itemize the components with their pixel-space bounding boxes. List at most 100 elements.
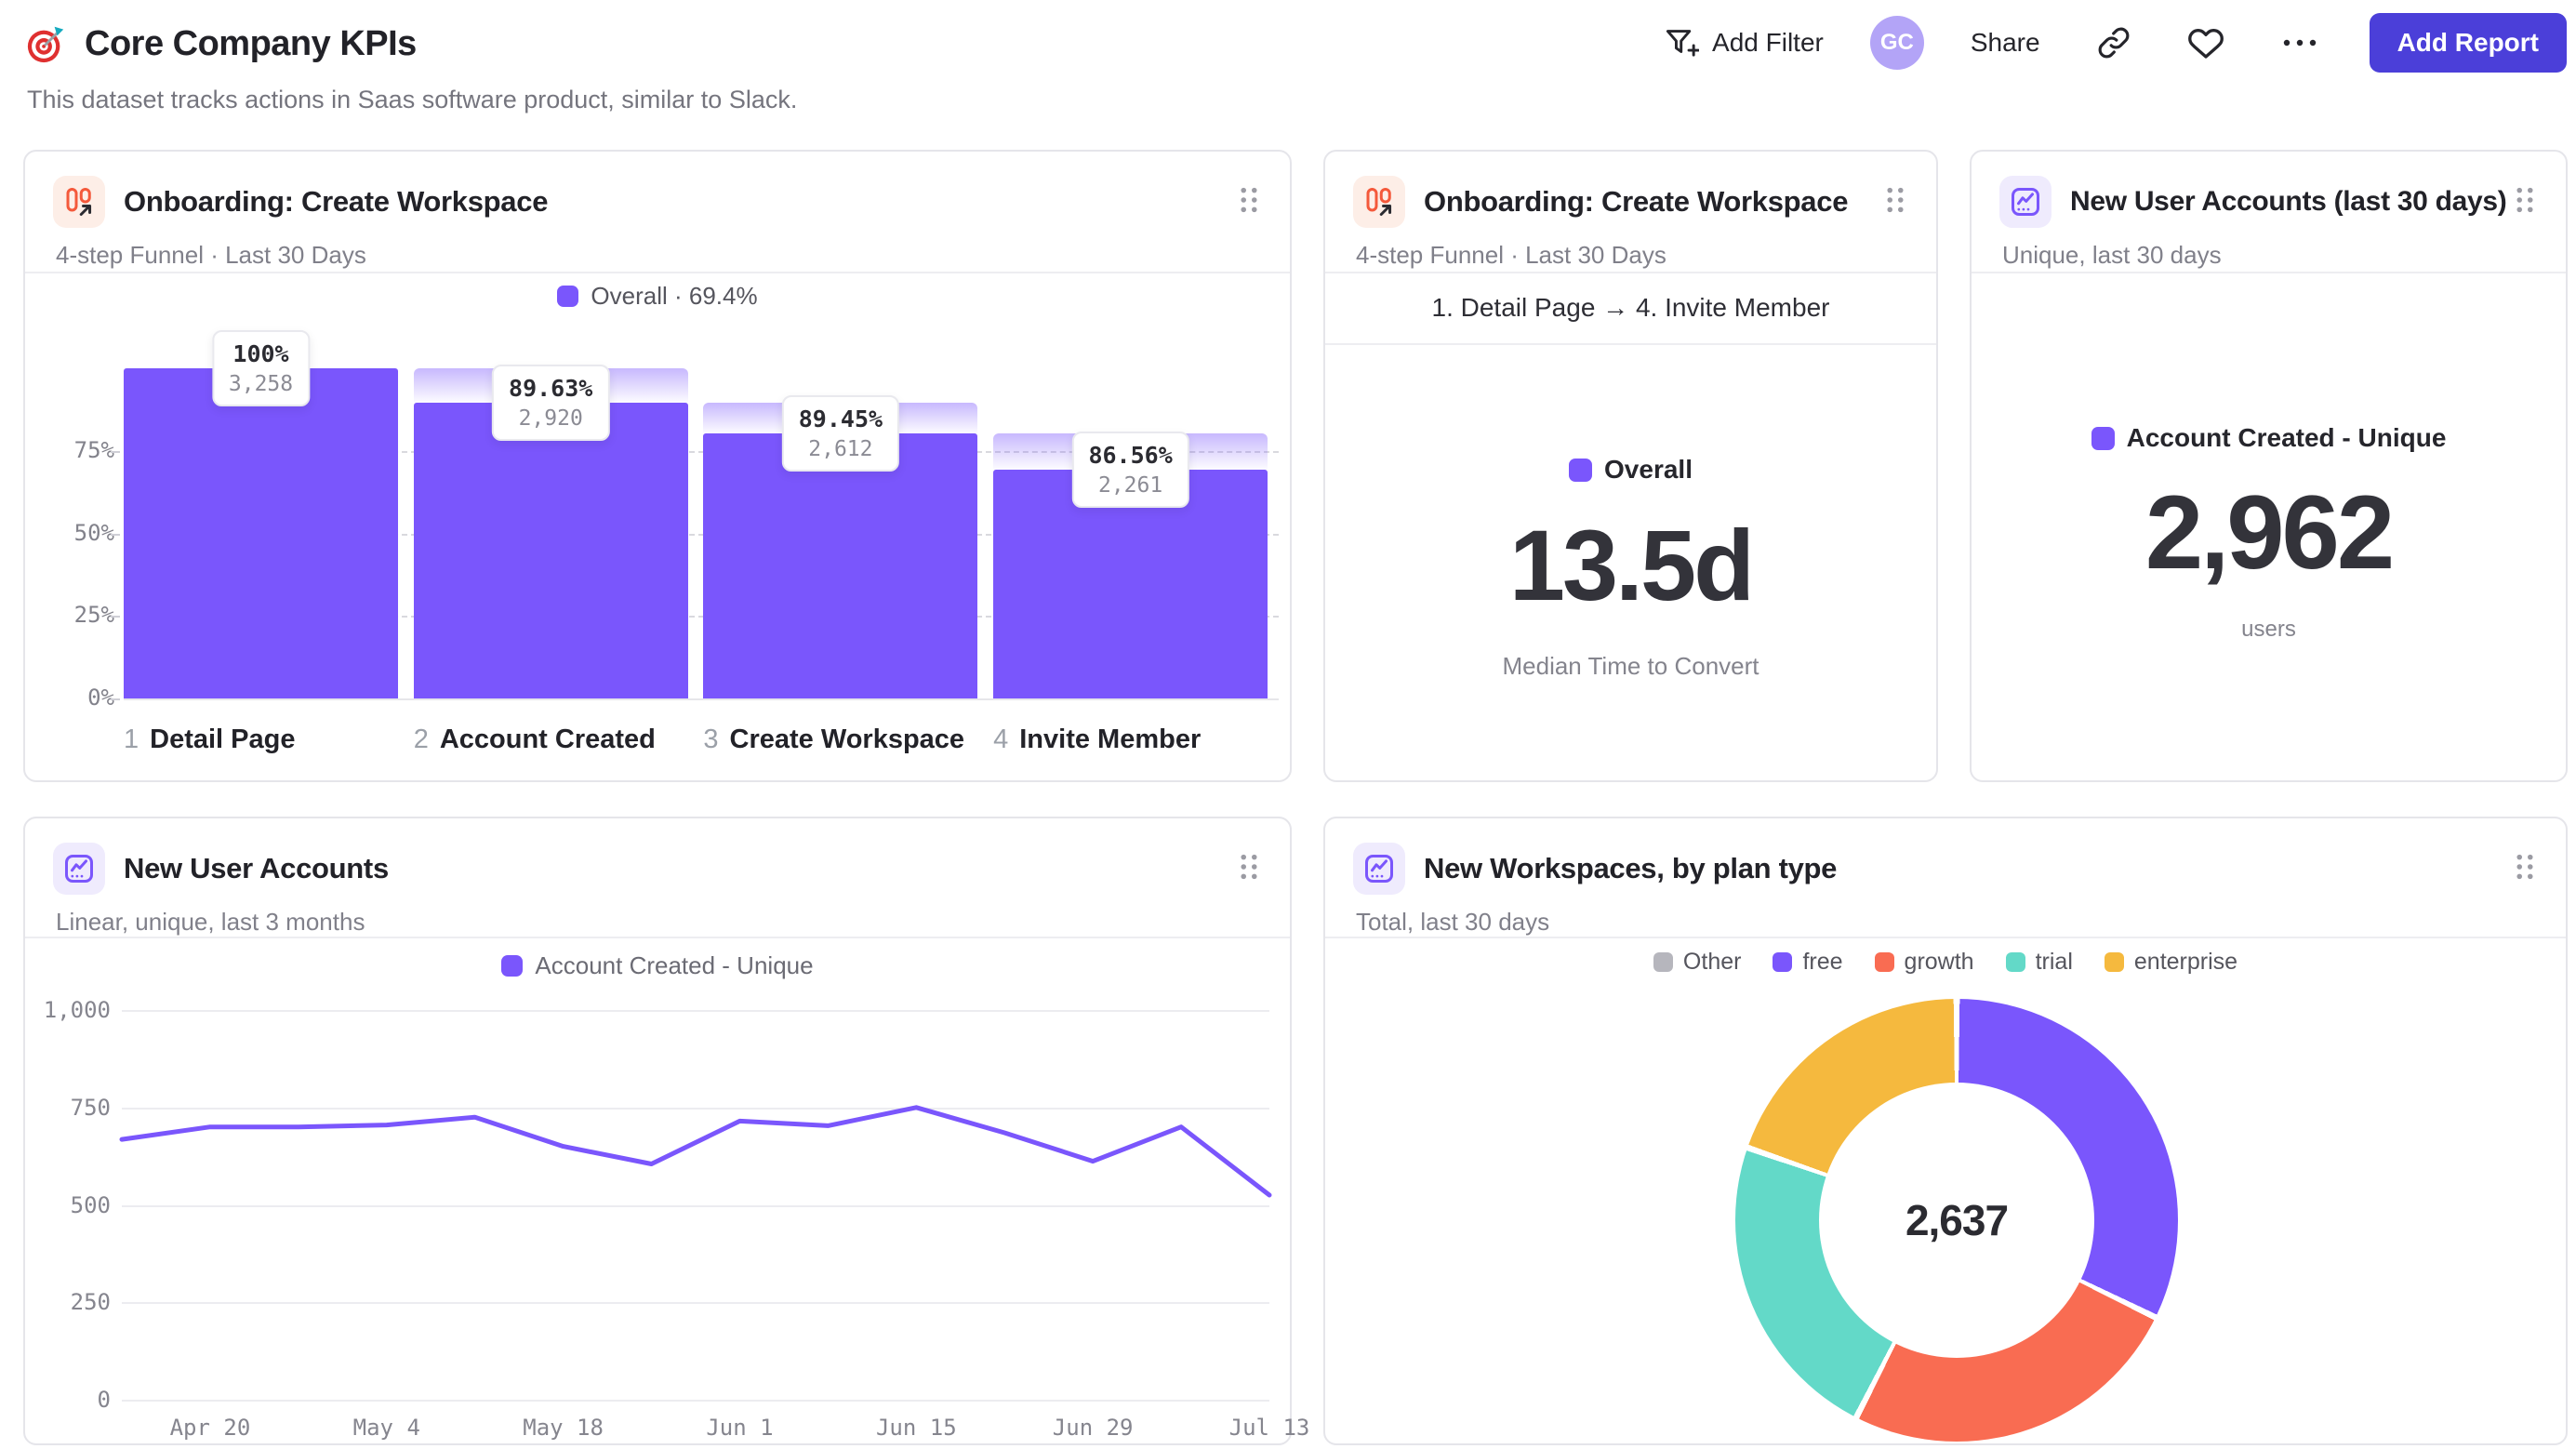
card-accounts-trend: New User Accounts Linear, unique, last 3… xyxy=(23,817,1310,1445)
card-title: New Workspaces, by plan type xyxy=(1424,852,1838,884)
trend-x-tick-label: Jun 29 xyxy=(1052,1415,1134,1441)
funnel-step-conversion: 86.56% xyxy=(1088,441,1173,469)
trend-gridline xyxy=(122,1204,1269,1207)
card-workspaces-by-plan: New Workspaces, by plan type Total, last… xyxy=(1323,817,2568,1445)
line-chart: 1,000 750 500 250 0 Apr 20 May 4 May 18 Jun 1 Jun… xyxy=(25,818,1310,1443)
funnel-baseline xyxy=(124,698,1279,700)
add-filter-button[interactable]: Add Filter xyxy=(1654,18,1833,68)
funnel-step-label[interactable]: 1 Detail Page xyxy=(124,724,295,755)
funnel-step-name: Create Workspace xyxy=(729,724,965,754)
card-subtitle: Unique, last 30 days xyxy=(2002,241,2222,269)
funnel-step-label[interactable]: 2 Account Created xyxy=(414,724,656,755)
funnel-step-name: Account Created xyxy=(439,724,656,754)
funnel-y-tick-mark xyxy=(111,533,120,536)
funnel-legend[interactable]: Overall · 69.4% xyxy=(25,282,1290,311)
funnel-chart: 75% 50% 25% 0% 100% 3,258 1 Detail Page 89.63% 2,… xyxy=(25,152,1290,780)
legend-chip xyxy=(1874,952,1894,972)
funnel-bar[interactable] xyxy=(993,368,1268,698)
funnel-bar-solid xyxy=(703,433,978,698)
copy-link-button[interactable] xyxy=(2087,18,2141,68)
filter-plus-icon xyxy=(1664,25,1700,60)
donut-legend-item[interactable]: growth xyxy=(1874,949,1974,976)
card-title: Onboarding: Create Workspace xyxy=(1424,185,1849,218)
drag-handle-icon[interactable] xyxy=(1234,849,1264,889)
legend-label: Overall xyxy=(1604,455,1693,484)
legend-label: enterprise xyxy=(2133,949,2238,975)
heart-icon xyxy=(2187,24,2224,61)
drag-handle-icon[interactable] xyxy=(1234,182,1264,222)
trend-y-tick-label: 500 xyxy=(70,1191,111,1218)
funnel-bar-solid xyxy=(413,402,688,698)
card-funnel: Onboarding: Create Workspace 4-step Funn… xyxy=(23,150,1292,782)
metric-caption: users xyxy=(2241,617,2296,642)
legend-label: free xyxy=(1802,949,1843,975)
link-icon xyxy=(2096,25,2131,60)
drag-handle-icon[interactable] xyxy=(1880,182,1910,222)
legend-chip xyxy=(1569,458,1593,482)
legend-label: trial xyxy=(2035,949,2073,975)
line-chart-icon xyxy=(1999,176,2052,228)
donut-chart[interactable]: 2,637 xyxy=(1735,999,2178,1442)
favorite-button[interactable] xyxy=(2178,17,2234,69)
toolbar: Add Filter GC Share Add Report xyxy=(1654,13,2567,73)
funnel-step-number: 1 xyxy=(124,724,139,754)
trend-x-tick-label: May 4 xyxy=(352,1415,420,1441)
funnel-step-name: Invite Member xyxy=(1019,724,1202,754)
funnel-y-tick-label: 50% xyxy=(73,519,114,546)
card-subtitle: Linear, unique, last 3 months xyxy=(56,908,365,936)
divider xyxy=(1972,272,2566,273)
more-options-button[interactable] xyxy=(2271,28,2329,58)
trend-x-tick-label: Jul 13 xyxy=(1228,1415,1310,1441)
line-chart-icon xyxy=(53,843,105,895)
card-subtitle: 4-step Funnel · Last 30 Days xyxy=(1356,241,1666,269)
trend-legend[interactable]: Account Created - Unique xyxy=(25,951,1290,980)
avatar[interactable]: GC xyxy=(1869,16,1924,70)
legend-chip xyxy=(1773,952,1793,972)
median-legend[interactable]: Overall xyxy=(1325,455,1936,485)
funnel-step-label[interactable]: 4 Invite Member xyxy=(993,724,1201,755)
ellipsis-icon xyxy=(2280,35,2319,50)
trend-x-tick-label: Jun 1 xyxy=(706,1415,774,1441)
funnel-bar[interactable] xyxy=(703,368,978,698)
trend-line-series[interactable] xyxy=(119,1105,1272,1198)
funnel-y-tick-label: 0% xyxy=(87,685,114,711)
trend-gridline xyxy=(122,1302,1269,1305)
donut-legend-item[interactable]: free xyxy=(1773,949,1843,976)
legend-chip xyxy=(501,955,524,977)
funnel-y-tick-mark xyxy=(111,616,120,618)
funnel-step-number: 3 xyxy=(703,724,719,754)
divider xyxy=(1325,937,2566,938)
funnel-step-count: 2,261 xyxy=(1097,472,1163,498)
funnel-step-label[interactable]: 3 Create Workspace xyxy=(703,724,964,755)
funnel-step-name: Detail Page xyxy=(150,724,296,754)
divider xyxy=(25,937,1290,938)
legend-chip xyxy=(2005,952,2025,972)
metric-legend[interactable]: Account Created - Unique xyxy=(1972,423,2566,453)
donut-legend-item[interactable]: trial xyxy=(2005,949,2073,976)
divider xyxy=(25,272,1290,273)
funnel-value-badge: 86.56% 2,261 xyxy=(1071,431,1189,508)
funnel-bar[interactable] xyxy=(124,368,398,698)
page-title: Core Company KPIs xyxy=(85,23,417,63)
share-button[interactable]: Share xyxy=(1961,20,2050,65)
drag-handle-icon[interactable] xyxy=(2510,849,2540,889)
card-title: New User Accounts xyxy=(124,852,389,884)
legend-chip xyxy=(2104,952,2124,972)
funnel-value-badge: 89.63% 2,920 xyxy=(492,364,610,441)
donut-legend-item[interactable]: enterprise xyxy=(2104,949,2238,976)
funnel-bar[interactable] xyxy=(413,368,688,698)
card-subtitle: 4-step Funnel · Last 30 Days xyxy=(56,241,366,269)
funnel-step-count: 3,258 xyxy=(228,372,294,396)
funnel-step-number: 4 xyxy=(993,724,1009,754)
legend-chip xyxy=(557,286,579,307)
donut-legend-item[interactable]: Other xyxy=(1653,949,1741,976)
card-title: New User Accounts (last 30 days) xyxy=(2070,186,2507,217)
trend-x-tick-label: Apr 20 xyxy=(169,1415,251,1441)
trend-gridline xyxy=(122,1010,1269,1012)
legend-label: Account Created - Unique xyxy=(2126,423,2447,452)
drag-handle-icon[interactable] xyxy=(2510,182,2540,222)
funnel-step-conversion: 89.45% xyxy=(798,405,883,433)
legend-label: growth xyxy=(1904,949,1974,975)
funnel-trend-icon xyxy=(1353,176,1405,228)
add-report-button[interactable]: Add Report xyxy=(2369,13,2567,73)
